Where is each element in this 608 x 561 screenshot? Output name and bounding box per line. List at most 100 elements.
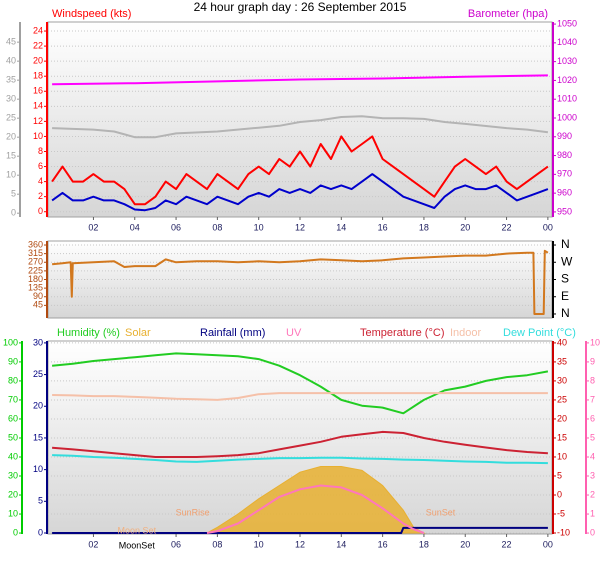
y-tick-label: 180 bbox=[28, 274, 43, 284]
y-tick-label: 45 bbox=[33, 300, 43, 310]
x-tick-label: 16 bbox=[378, 222, 388, 232]
y-tick-label: 60 bbox=[8, 413, 18, 423]
x-tick-label: 14 bbox=[336, 222, 346, 232]
y-tick-label: 35 bbox=[557, 356, 567, 366]
y-tick-label: 0 bbox=[38, 206, 43, 216]
y-tick-label: 50 bbox=[8, 432, 18, 442]
y-tick-label: 0 bbox=[13, 527, 18, 537]
x-tick-label: 08 bbox=[212, 222, 222, 232]
y-tick-label: 1000 bbox=[557, 112, 577, 122]
plot-background bbox=[47, 21, 553, 218]
y-tick-label: 30 bbox=[6, 94, 16, 104]
y-tick-label: 7 bbox=[590, 394, 595, 404]
legend-label: UV bbox=[286, 327, 302, 339]
y-tick-label: 1030 bbox=[557, 56, 577, 66]
chart-title: 24 hour graph day : 26 September 2015 bbox=[194, 0, 407, 14]
annotation: MoonSet bbox=[119, 540, 156, 550]
y-tick-label: -10 bbox=[557, 527, 570, 537]
y-tick-label: 25 bbox=[557, 394, 567, 404]
x-tick-label: 04 bbox=[130, 222, 140, 232]
y-tick-label: 14 bbox=[33, 101, 43, 111]
y-tick-label: 15 bbox=[6, 151, 16, 161]
legend-label: Dew Point (°C) bbox=[503, 327, 576, 339]
y-tick-label: 22 bbox=[33, 40, 43, 50]
area bbox=[206, 466, 426, 534]
y-tick-label: N bbox=[561, 237, 570, 251]
y-tick-label: 30 bbox=[33, 337, 43, 347]
legend-label: Solar bbox=[125, 327, 151, 339]
x-tick-label: 22 bbox=[502, 222, 512, 232]
y-tick-label: E bbox=[561, 289, 569, 303]
y-tick-label: 20 bbox=[33, 56, 43, 66]
legend-label: Humidity (%) bbox=[57, 327, 120, 339]
y-tick-label: 70 bbox=[8, 394, 18, 404]
y-tick-label: 5 bbox=[38, 496, 43, 506]
x-tick-label: 14 bbox=[336, 539, 346, 549]
y-tick-label: 960 bbox=[557, 188, 572, 198]
y-tick-label: 20 bbox=[557, 413, 567, 423]
y-tick-label: 80 bbox=[8, 375, 18, 385]
axis-title: Barometer (hpa) bbox=[468, 8, 548, 20]
y-tick-label: 45 bbox=[6, 37, 16, 47]
x-tick-label: 20 bbox=[460, 222, 470, 232]
x-tick-label: 10 bbox=[254, 539, 264, 549]
y-tick-label: W bbox=[561, 254, 573, 268]
line bbox=[52, 526, 548, 534]
y-tick-label: 10 bbox=[33, 131, 43, 141]
line bbox=[206, 484, 425, 534]
x-tick-label: 12 bbox=[295, 222, 305, 232]
y-tick-label: N bbox=[561, 306, 570, 320]
y-tick-label: 5 bbox=[11, 189, 16, 199]
y-tick-label: 40 bbox=[8, 451, 18, 461]
y-tick-label: 10 bbox=[8, 508, 18, 518]
annotation: Moon Set bbox=[118, 525, 157, 535]
x-tick-label: 00 bbox=[543, 222, 553, 232]
y-tick-label: 30 bbox=[557, 375, 567, 385]
y-tick-label: 35 bbox=[6, 75, 16, 85]
y-tick-label: 8 bbox=[590, 375, 595, 385]
y-tick-label: 20 bbox=[8, 489, 18, 499]
y-tick-label: 4 bbox=[590, 451, 595, 461]
line bbox=[52, 454, 548, 465]
y-tick-label: 4 bbox=[38, 176, 43, 186]
x-tick-label: 20 bbox=[460, 539, 470, 549]
y-tick-label: 40 bbox=[6, 56, 16, 66]
y-tick-label: 225 bbox=[28, 265, 43, 275]
y-tick-label: 25 bbox=[6, 113, 16, 123]
y-tick-label: 24 bbox=[33, 25, 43, 35]
line bbox=[51, 135, 549, 206]
y-tick-label: 16 bbox=[33, 86, 43, 96]
y-tick-label: S bbox=[561, 272, 569, 286]
annotation: SunRise bbox=[176, 507, 210, 517]
y-tick-label: 20 bbox=[6, 132, 16, 142]
y-tick-label: 2 bbox=[590, 489, 595, 499]
line bbox=[52, 430, 548, 458]
y-tick-label: 990 bbox=[557, 131, 572, 141]
x-tick-label: 00 bbox=[543, 539, 553, 549]
y-tick-label: 25 bbox=[33, 369, 43, 379]
x-tick-label: 02 bbox=[88, 539, 98, 549]
y-tick-label: 15 bbox=[557, 432, 567, 442]
y-tick-label: 8 bbox=[38, 146, 43, 156]
y-tick-label: 100 bbox=[3, 337, 18, 347]
line bbox=[52, 115, 549, 139]
y-tick-label: 1020 bbox=[557, 75, 577, 85]
y-tick-label: 0 bbox=[590, 527, 595, 537]
line bbox=[52, 352, 549, 415]
y-tick-label: 6 bbox=[590, 413, 595, 423]
x-tick-label: 18 bbox=[419, 222, 429, 232]
y-tick-label: 1050 bbox=[557, 18, 577, 28]
legend-label: Temperature (°C) bbox=[360, 327, 444, 339]
x-tick-label: 18 bbox=[419, 539, 429, 549]
x-tick-label: 08 bbox=[212, 539, 222, 549]
y-tick-label: 0 bbox=[557, 489, 562, 499]
x-tick-label: 16 bbox=[378, 539, 388, 549]
y-tick-label: -5 bbox=[557, 508, 565, 518]
y-tick-label: 10 bbox=[590, 337, 600, 347]
axis-title: Windspeed (kts) bbox=[52, 8, 131, 20]
y-tick-label: 90 bbox=[8, 356, 18, 366]
annotation: SunSet bbox=[426, 507, 456, 517]
legend-label: Indoor bbox=[450, 327, 482, 339]
y-tick-label: 10 bbox=[6, 170, 16, 180]
